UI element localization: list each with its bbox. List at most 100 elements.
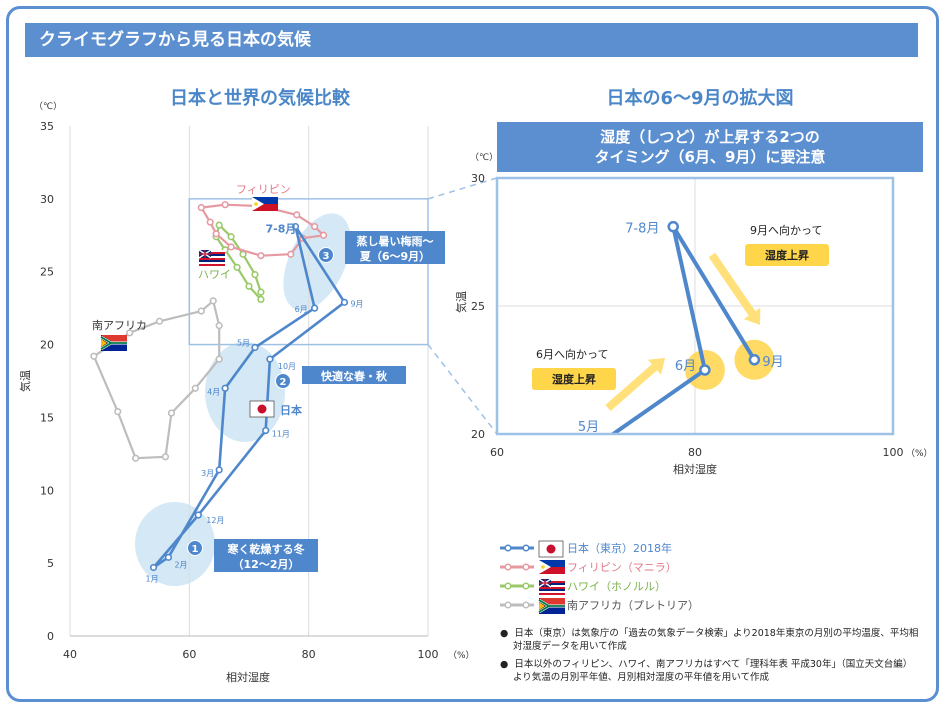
june-callout-tag: 湿度上昇 [552, 372, 596, 386]
y-tick-label: 20 [40, 339, 54, 352]
y-tick-label: 5 [47, 557, 54, 570]
month-label-zoom: 5月 [578, 420, 599, 435]
point-south_africa [132, 454, 140, 462]
flag-stripe [539, 589, 565, 591]
legend-marker [504, 544, 512, 552]
y-unit: （℃） [470, 152, 498, 163]
flag-red [539, 598, 565, 606]
point-japan [291, 222, 300, 231]
sept-arrow [708, 252, 761, 326]
point-south_africa [126, 329, 134, 337]
callout-box [302, 366, 406, 384]
month-label: 4月 [207, 387, 220, 396]
winter-callout: 1 寒く乾燥する冬 （12～2月） [187, 539, 318, 572]
label-hawaii: ハワイ [198, 268, 231, 281]
callout-box [345, 231, 445, 264]
flag-red [101, 335, 127, 343]
flag-blue [252, 197, 278, 204]
flag-red [539, 567, 565, 574]
flag-stripe [539, 593, 565, 595]
point-south_africa [215, 322, 223, 330]
legend-label: ハワイ（ホノルル） [567, 580, 666, 593]
flag-green [538, 599, 565, 613]
legend-item-japan: 日本（東京）2018年 [500, 540, 672, 558]
point-philippines [257, 252, 265, 260]
flag-stripe [199, 262, 225, 264]
point-japan [215, 466, 223, 474]
month-label: 1月 [146, 575, 159, 584]
label-sa: 南アフリカ [92, 319, 147, 332]
month-label: 12月 [206, 516, 224, 525]
flag-gold [101, 339, 107, 347]
x-tick-label: 40 [63, 648, 77, 661]
right-note-line1: 湿度（しつど）が上昇する2つの [600, 128, 820, 146]
x-tick-label: 80 [302, 648, 316, 661]
point-philippines [197, 204, 205, 212]
legend-marker [522, 544, 530, 552]
point-japan-zoom [667, 220, 679, 233]
point-south_africa [197, 307, 205, 315]
legend-label: 南アフリカ（プレトリア） [567, 599, 699, 612]
point-hawaii [245, 282, 253, 290]
month-label: 11月 [272, 430, 290, 439]
x-tick-label: 60 [490, 446, 504, 459]
flag-blue [101, 343, 127, 351]
point-south_africa [215, 355, 223, 363]
month-label: 10月 [278, 362, 296, 371]
callout-number-bg [275, 373, 291, 389]
point-south_africa [161, 453, 170, 461]
series-line-japan [152, 225, 346, 569]
callout-text: （12～2月） [233, 558, 300, 571]
point-south_africa [209, 297, 217, 305]
legend-flag-japan [538, 540, 564, 558]
month-label: 9月 [350, 299, 363, 308]
point-south_africa [167, 409, 176, 417]
right-note-box: 湿度（しつど）が上昇する2つの タイミング（6月、9月）に要注意 [497, 122, 923, 172]
left-chart-title: 日本と世界の気候比較 [170, 88, 350, 109]
x-unit: （%） [906, 448, 933, 459]
right-plot-area [605, 220, 775, 434]
x-axis-label: 相対湿度 [226, 670, 270, 684]
legend-marker [504, 563, 512, 571]
point-japan [262, 426, 270, 435]
point-hawaii [257, 295, 265, 304]
month-label: 6月 [295, 305, 308, 314]
flag-stripe [199, 254, 225, 256]
flag-stripe [199, 258, 225, 260]
legend-marker [522, 582, 530, 590]
june-callout-tag-bg [532, 368, 616, 390]
zoom-connector [427, 344, 498, 435]
legend-label: 日本（東京）2018年 [567, 541, 672, 555]
zoom-connector [427, 177, 498, 200]
flag-stripe [199, 256, 225, 258]
point-south_africa [191, 384, 199, 392]
legend-item-hawaii: ハワイ（ホノルル） [500, 578, 666, 595]
flag-stripe [539, 585, 565, 587]
summer-callout: 3 蒸し暑い梅雨～ 夏（6～9月） [318, 231, 445, 264]
hawaii-flag [198, 249, 225, 266]
sept-callout-tag: 湿度上昇 [765, 248, 809, 262]
y-tick-label: 35 [40, 120, 54, 133]
point-philippines [311, 222, 319, 231]
callout-text: 快適な春・秋 [320, 369, 388, 383]
point-hawaii [257, 288, 265, 296]
callout-number-bg [318, 247, 334, 263]
point-philippines [293, 211, 301, 219]
point-philippines [287, 250, 295, 258]
flag-sun [254, 202, 258, 206]
callout-text: 蒸し暑い梅雨～ [357, 234, 434, 248]
flag-tri [252, 197, 264, 211]
flag-stripe [539, 581, 565, 583]
month-label-zoom: 7-8月 [625, 222, 659, 237]
japan-flag [249, 400, 275, 418]
flag-disc [546, 544, 556, 554]
right-chart-title: 日本の6～9月の拡大図 [606, 88, 794, 109]
flag-stripe [199, 264, 225, 266]
point-japan [194, 511, 202, 519]
june-arrow [605, 358, 665, 412]
y-tick-label: 25 [471, 300, 485, 313]
month-label-zoom: 6月 [675, 359, 696, 374]
flag-stripe [539, 579, 565, 581]
legend-marker [522, 563, 530, 571]
